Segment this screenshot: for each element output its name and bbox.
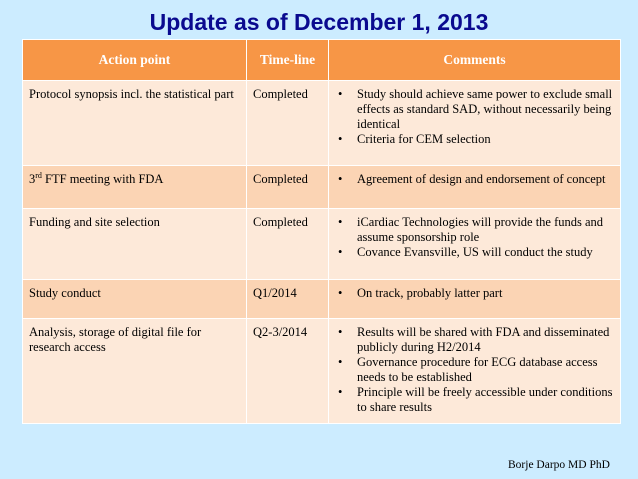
action-ordinal-suffix: rd: [35, 170, 42, 180]
comment-item: Results will be shared with FDA and diss…: [335, 325, 614, 355]
table-row: Study conduct Q1/2014 On track, probably…: [22, 279, 621, 319]
action-cell: Analysis, storage of digital file for re…: [22, 318, 247, 424]
table-row: Analysis, storage of digital file for re…: [22, 318, 621, 424]
table-row: Funding and site selection Completed iCa…: [22, 208, 621, 280]
action-text: FTF meeting with FDA: [41, 172, 164, 186]
comment-item: On track, probably latter part: [335, 286, 614, 301]
table-row: 3rd FTF meeting with FDA Completed Agree…: [22, 165, 621, 209]
slide-title: Update as of December 1, 2013: [149, 9, 489, 35]
action-number: 3: [29, 172, 36, 186]
column-header-action-point: Action point: [22, 39, 247, 81]
timeline-cell: Completed: [246, 208, 329, 280]
comments-cell: Study should achieve same power to exclu…: [328, 80, 621, 166]
column-header-comments: Comments: [328, 39, 621, 81]
comments-cell: Results will be shared with FDA and diss…: [328, 318, 621, 424]
comment-item: Covance Evansville, US will conduct the …: [335, 245, 614, 260]
comment-item: Criteria for CEM selection: [335, 132, 614, 147]
comment-item: Governance procedure for ECG database ac…: [335, 355, 614, 385]
status-table: Action point Time-line Comments Protocol…: [22, 39, 621, 424]
author-footer: Borje Darpo MD PhD: [508, 459, 610, 471]
action-cell: 3rd FTF meeting with FDA: [22, 165, 247, 209]
comment-item: Agreement of design and endorsement of c…: [335, 172, 614, 187]
column-header-time-line: Time-line: [246, 39, 329, 81]
action-cell: Protocol synopsis incl. the statistical …: [22, 80, 247, 166]
timeline-cell: Q2-3/2014: [246, 318, 329, 424]
comments-cell: Agreement of design and endorsement of c…: [328, 165, 621, 209]
timeline-cell: Completed: [246, 80, 329, 166]
table-header-row: Action point Time-line Comments: [22, 39, 621, 81]
timeline-cell: Q1/2014: [246, 279, 329, 319]
comments-cell: iCardiac Technologies will provide the f…: [328, 208, 621, 280]
action-cell: Study conduct: [22, 279, 247, 319]
comment-item: Study should achieve same power to exclu…: [335, 87, 614, 132]
comment-item: iCardiac Technologies will provide the f…: [335, 215, 614, 245]
comment-item: Principle will be freely accessible unde…: [335, 385, 614, 415]
action-cell: Funding and site selection: [22, 208, 247, 280]
comments-cell: On track, probably latter part: [328, 279, 621, 319]
timeline-cell: Completed: [246, 165, 329, 209]
table-row: Protocol synopsis incl. the statistical …: [22, 80, 621, 166]
